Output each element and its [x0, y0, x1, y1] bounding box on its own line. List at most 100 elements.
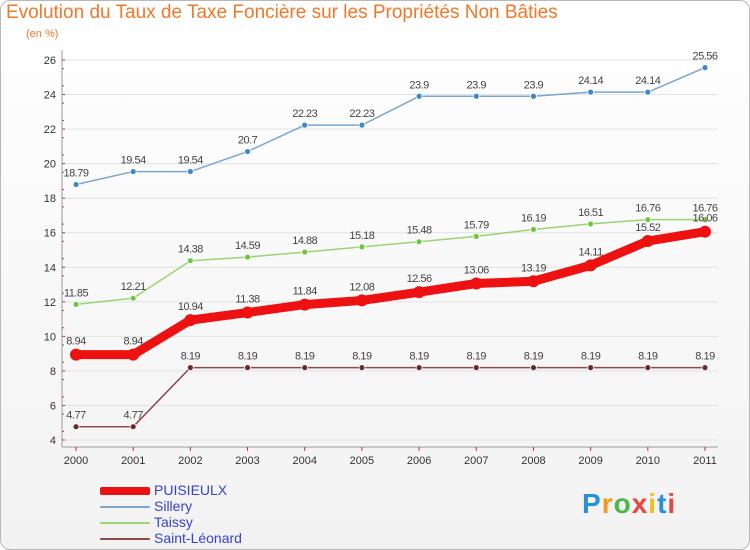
data-label-puisieulx: 13.19 [521, 262, 546, 274]
data-point-saint-leonard [644, 364, 652, 372]
data-label-sillery: 20.7 [238, 135, 258, 147]
x-tick-label: 2008 [521, 455, 545, 467]
data-label-sillery: 19.54 [121, 155, 146, 167]
data-label-puisieulx: 11.84 [293, 286, 318, 298]
data-label-taissy: 16.76 [692, 203, 717, 215]
data-point-taissy [301, 248, 309, 256]
data-point-sillery [415, 92, 423, 100]
y-tick-label: 14 [44, 262, 56, 274]
legend-swatch-sillery [100, 506, 150, 508]
data-label-puisieulx: 14.11 [579, 246, 604, 258]
legend-label-puisieulx: PUISIEULX [154, 482, 228, 498]
y-tick-label: 24 [44, 90, 56, 102]
data-label-saint-leonard: 8.19 [695, 351, 715, 363]
data-label-sillery: 22.23 [349, 108, 374, 120]
data-label-saint-leonard: 8.19 [581, 351, 601, 363]
data-label-puisieulx: 13.06 [464, 265, 489, 277]
series-line-puisieulx [71, 227, 710, 360]
data-label-saint-leonard: 8.19 [295, 351, 315, 363]
y-tick-label: 16 [44, 228, 56, 240]
data-label-sillery: 23.9 [467, 79, 487, 91]
data-label-sillery: 18.79 [63, 168, 88, 180]
data-label-puisieulx: 8.94 [123, 336, 143, 348]
data-point-sillery [644, 88, 652, 96]
data-point-saint-leonard [472, 364, 480, 372]
data-point-sillery [244, 148, 251, 155]
x-tick-label: 2007 [464, 455, 488, 467]
data-point-sillery [186, 168, 194, 175]
data-label-puisieulx: 11.38 [235, 294, 260, 306]
data-label-saint-leonard: 8.19 [238, 351, 258, 363]
x-tick-label: 2009 [578, 455, 602, 467]
data-point-taissy [244, 253, 251, 261]
data-point-puisieulx [298, 298, 311, 311]
data-point-taissy [415, 238, 423, 246]
data-label-saint-leonard: 4.77 [66, 410, 86, 422]
data-point-saint-leonard [358, 364, 366, 372]
data-point-saint-leonard [72, 423, 80, 431]
legend-label-saint-leonard: Saint-Léonard [154, 530, 242, 546]
data-point-taissy [530, 226, 537, 233]
data-point-puisieulx [127, 348, 140, 361]
data-point-sillery [530, 92, 537, 100]
x-tick-label: 2010 [636, 455, 660, 467]
data-label-saint-leonard: 8.19 [467, 351, 487, 363]
data-label-taissy: 15.18 [349, 230, 374, 242]
x-tick-label: 2000 [64, 455, 88, 467]
legend-swatch-saint-leonard [100, 538, 150, 540]
x-tick-label: 2001 [121, 455, 145, 467]
data-point-sillery [358, 121, 366, 129]
series-line-sillery [75, 66, 706, 186]
data-point-puisieulx [641, 235, 654, 248]
legend-label-taissy: Taissy [154, 514, 193, 530]
y-tick-label: 22 [44, 124, 56, 136]
x-tick-label: 2002 [178, 455, 202, 467]
data-point-puisieulx [527, 275, 540, 288]
data-label-puisieulx: 15.52 [635, 222, 660, 234]
data-point-puisieulx [355, 294, 368, 307]
y-tick-label: 26 [44, 55, 56, 67]
y-tick-label: 12 [44, 297, 56, 309]
data-point-sillery [587, 88, 595, 96]
chart-title: Evolution du Taux de Taxe Foncière sur l… [6, 2, 558, 23]
legend-item-saint-leonard[interactable]: Saint-Léonard [100, 530, 300, 547]
data-label-sillery: 19.54 [178, 155, 203, 167]
data-label-taissy: 14.88 [292, 235, 317, 247]
legend-label-sillery: Sillery [154, 498, 193, 514]
data-label-taissy: 11.85 [64, 287, 89, 299]
y-tick-label: 18 [44, 193, 56, 205]
data-label-saint-leonard: 8.19 [638, 351, 658, 363]
data-point-taissy [701, 216, 709, 224]
legend-item-taissy[interactable]: Taissy [100, 514, 300, 531]
y-tick-label: 4 [50, 435, 56, 447]
data-label-puisieulx: 12.56 [407, 273, 432, 285]
data-label-taissy: 12.21 [121, 281, 146, 293]
data-point-saint-leonard [587, 364, 595, 372]
legend-item-puisieulx[interactable]: PUISIEULX [100, 482, 300, 499]
legend-swatch-taissy [100, 522, 150, 524]
data-label-taissy: 16.76 [635, 203, 660, 215]
proxiti-logo: Proxiti [582, 488, 677, 519]
data-point-saint-leonard [701, 364, 709, 372]
data-point-puisieulx [184, 314, 197, 327]
data-label-taissy: 15.48 [407, 225, 432, 237]
x-tick-label: 2005 [350, 455, 374, 467]
data-label-taissy: 16.51 [578, 207, 603, 219]
data-point-taissy [72, 301, 80, 308]
data-point-sillery [701, 64, 709, 71]
legend-swatch-puisieulx [100, 487, 150, 495]
data-label-puisieulx: 16.06 [692, 213, 717, 225]
data-point-sillery [301, 121, 309, 129]
chart-unit-label: (en %) [26, 28, 59, 40]
data-point-saint-leonard [415, 364, 423, 372]
data-label-saint-leonard: 8.19 [409, 351, 429, 363]
data-label-sillery: 25.56 [692, 51, 717, 63]
legend-item-sillery[interactable]: Sillery [100, 498, 300, 515]
data-label-sillery: 23.9 [409, 79, 429, 91]
data-point-taissy [587, 220, 595, 228]
data-label-saint-leonard: 8.19 [181, 351, 201, 363]
data-point-sillery [72, 181, 80, 188]
data-point-saint-leonard [244, 364, 251, 372]
data-point-taissy [186, 257, 194, 265]
